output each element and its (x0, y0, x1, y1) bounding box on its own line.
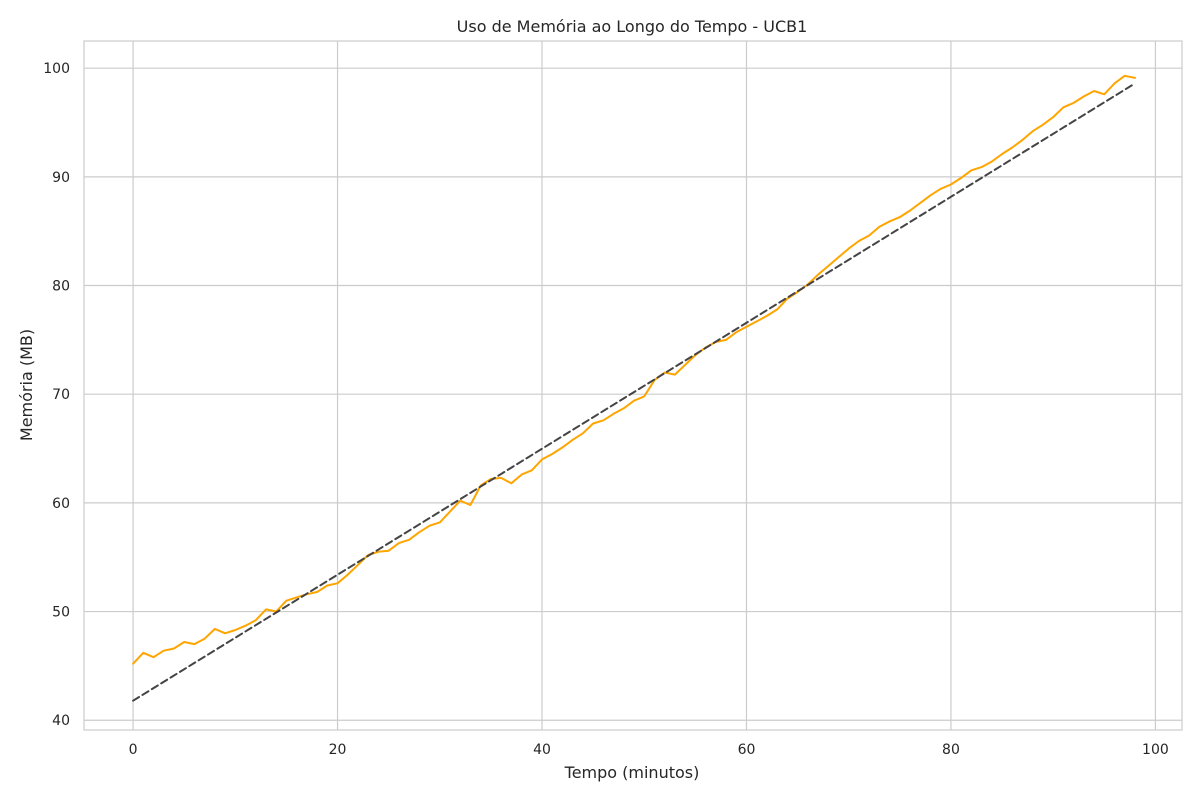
y-tick-label: 70 (52, 387, 70, 403)
x-tick-label: 60 (738, 742, 756, 758)
x-tick-label: 100 (1142, 742, 1169, 758)
y-tick-label: 60 (52, 496, 70, 512)
chart-title: Uso de Memória ao Longo do Tempo - UCB1 (457, 17, 808, 36)
x-tick-label: 0 (129, 742, 138, 758)
x-tick-label: 80 (942, 742, 960, 758)
x-axis-label: Tempo (minutos) (564, 763, 700, 782)
y-tick-label: 100 (43, 61, 70, 77)
grid-lines (84, 41, 1182, 730)
trend-line (132, 82, 1136, 702)
y-axis-label: Memória (MB) (17, 329, 36, 441)
tick-labels: 0 20 40 60 80 100 40 50 60 70 80 90 100 (43, 61, 1169, 758)
y-tick-label: 40 (52, 713, 70, 729)
y-tick-label: 50 (52, 605, 70, 621)
x-tick-label: 40 (533, 742, 551, 758)
x-tick-label: 20 (329, 742, 347, 758)
series-group (132, 74, 1136, 702)
y-tick-label: 90 (52, 170, 70, 186)
memory-usage-line (132, 74, 1136, 665)
y-tick-label: 80 (52, 279, 70, 295)
